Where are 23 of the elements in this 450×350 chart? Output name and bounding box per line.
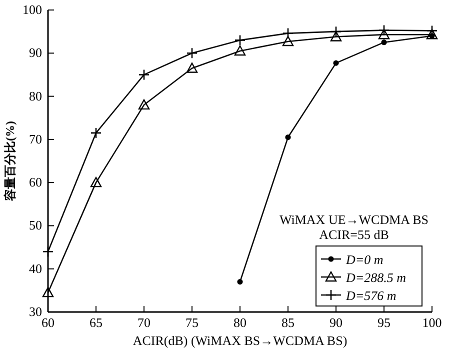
- legend-label: D=0 m: [345, 252, 384, 267]
- legend-label: D=576 m: [345, 288, 396, 303]
- x-tick-label: 85: [282, 315, 294, 330]
- y-tick-label: 70: [29, 131, 42, 146]
- y-tick-label: 100: [22, 2, 42, 17]
- y-tick-label: 80: [29, 88, 42, 104]
- y-tick-label: 40: [29, 260, 42, 276]
- x-tick-label: 90: [330, 315, 342, 330]
- y-axis-title: 容量百分比(%): [3, 121, 17, 202]
- legend-label: D=288.5 m: [345, 270, 406, 285]
- legend-title: WiMAX UE→WCDMA BS ACIR=55 dB: [280, 212, 428, 242]
- x-tick-label: 75: [186, 315, 198, 330]
- x-tick-label: 60: [42, 315, 54, 330]
- x-tick-label: 80: [234, 315, 246, 330]
- x-tick-label: 65: [90, 315, 102, 330]
- x-tick-label: 100: [422, 315, 442, 330]
- y-tick-label: 50: [29, 218, 42, 233]
- x-tick-label: 70: [138, 315, 150, 330]
- y-tick-label: 60: [29, 174, 42, 190]
- y-tick-label: 90: [29, 45, 42, 60]
- x-tick-label: 95: [378, 315, 390, 330]
- x-axis-title: ACIR(dB) (WiMAX BS→WCDMA BS): [132, 333, 348, 348]
- y-tick-label: 30: [29, 304, 42, 319]
